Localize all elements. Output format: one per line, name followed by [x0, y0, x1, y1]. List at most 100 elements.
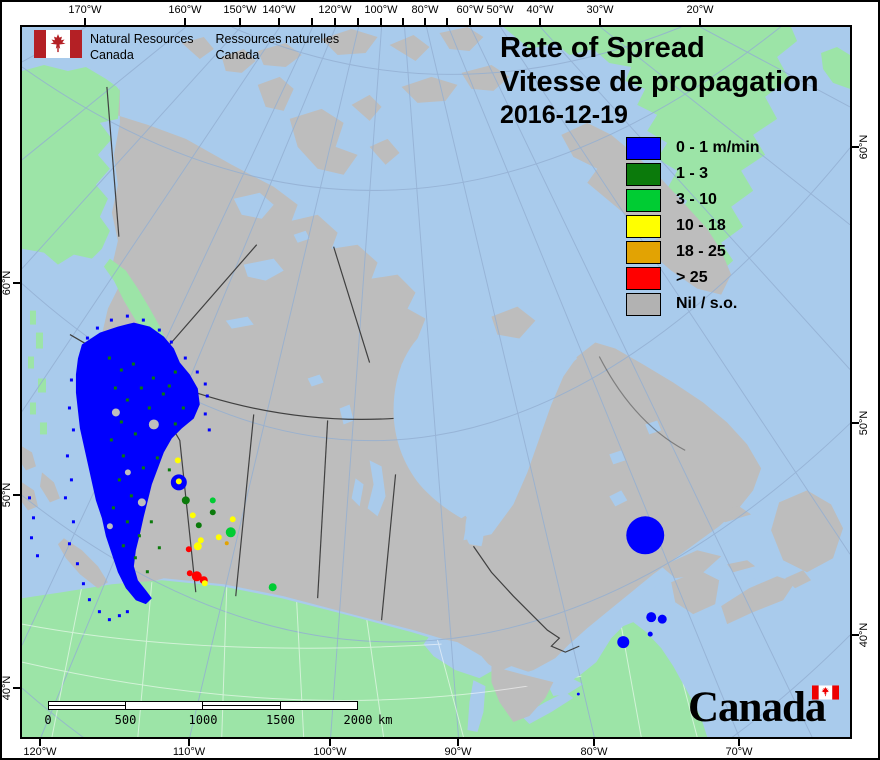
axis-tick	[499, 18, 501, 25]
scale-bar-segments	[48, 701, 358, 710]
prince-edward-island	[727, 560, 756, 573]
axis-tick	[852, 634, 859, 636]
greenland	[503, 27, 798, 279]
axis-tick	[13, 282, 20, 284]
legend-swatch	[626, 240, 661, 264]
fire-texture	[27, 314, 211, 622]
new-brunswick	[671, 570, 720, 615]
axis-label-top: 100°W	[364, 4, 398, 16]
axis-label-top: 150°W	[223, 4, 257, 16]
quebec-labrador-border	[598, 356, 686, 451]
legend-item: 18 - 25	[626, 240, 760, 264]
axis-tick	[852, 146, 859, 148]
axis-label-right: 40°N	[858, 622, 870, 648]
gulf-st-lawrence	[717, 496, 778, 581]
legend-label: 3 - 10	[676, 191, 717, 208]
logo-text-en: Natural Resources Canada	[90, 31, 194, 63]
axis-tick	[699, 18, 701, 25]
map-geography	[22, 27, 850, 737]
legend-swatch	[626, 266, 661, 290]
nova-scotia	[721, 576, 796, 625]
axis-label-bottom: 90°W	[444, 746, 472, 758]
logo-en-line2: Canada	[90, 48, 134, 62]
axis-label-top: 30°W	[586, 4, 614, 16]
title-date: 2016-12-19	[500, 101, 628, 129]
axis-tick	[469, 18, 471, 25]
map-canvas: Natural Resources Canada Ressources natu…	[20, 25, 852, 739]
axis-tick-minor	[402, 18, 404, 25]
sask-manitoba-border	[317, 420, 329, 599]
alberta-sask-border	[235, 414, 255, 597]
axis-tick	[278, 18, 280, 25]
lake-superior	[423, 636, 494, 679]
axis-label-right: 60°N	[858, 134, 870, 160]
foreign-land	[22, 27, 850, 737]
lake-ontario	[549, 678, 584, 697]
axis-tick	[738, 739, 740, 746]
ontario-quebec-border	[472, 545, 580, 653]
canada-mainland	[101, 86, 762, 677]
map-title: Rate of Spread Vitesse de propagation 20…	[500, 31, 819, 131]
axis-label-left: 40°N	[1, 675, 13, 701]
us-state-lines	[22, 582, 698, 737]
lake-erie	[521, 692, 574, 725]
legend-label: 0 - 1 m/min	[676, 139, 760, 156]
axis-label-top: 40°W	[526, 4, 554, 16]
axis-tick	[593, 739, 595, 746]
logo-en-line1: Natural Resources	[90, 32, 194, 46]
axis-label-left: 60°N	[1, 270, 13, 296]
scale-segment	[280, 701, 358, 710]
scale-unit: km	[378, 713, 393, 727]
fire-area-bc	[75, 322, 200, 605]
legend-label: > 25	[676, 269, 708, 286]
axis-label-top: 50°W	[486, 4, 514, 16]
alaska-yukon-border	[106, 86, 120, 237]
axis-tick	[13, 687, 20, 689]
legend-swatch	[626, 162, 661, 186]
legend-item: > 25	[626, 266, 760, 290]
wordmark-flag-icon	[812, 685, 839, 700]
axis-tick	[13, 494, 20, 496]
legend-label: 18 - 25	[676, 243, 726, 260]
legend-label: Nil / s.o.	[676, 295, 738, 312]
lake-winnipeg	[367, 460, 386, 517]
victoria-island	[289, 108, 358, 175]
logo-text-fr: Ressources naturelles Canada	[216, 31, 340, 63]
axis-label-top: 80°W	[411, 4, 439, 16]
axis-tick-minor	[357, 18, 359, 25]
axis-tick	[380, 18, 382, 25]
manitoba-ontario-border	[380, 474, 397, 621]
title-line1: Rate of Spread	[500, 32, 705, 64]
legend-swatch	[626, 292, 661, 316]
canada-wordmark: Canada	[688, 683, 848, 735]
axis-tick	[457, 739, 459, 746]
legend: 0 - 1 m/min 1 - 3 3 - 10 10 - 18 18 - 25 > 25…	[626, 136, 760, 319]
legend-item: 1 - 3	[626, 162, 760, 186]
nrcan-logo: Natural Resources Canada Ressources natu…	[34, 30, 361, 63]
scale-segment	[203, 701, 281, 710]
scale-label: 2000	[343, 713, 373, 727]
axis-label-top: 120°W	[318, 4, 352, 16]
gaspe	[661, 550, 722, 579]
axis-tick	[239, 18, 241, 25]
newfoundland	[771, 490, 844, 573]
southampton-island	[491, 306, 536, 339]
axis-tick	[539, 18, 541, 25]
axis-tick-minor	[446, 18, 448, 25]
southern-ontario	[491, 666, 554, 723]
legend-item: Nil / s.o.	[626, 292, 760, 316]
legend-swatch	[626, 136, 661, 160]
axis-label-bottom: 70°W	[725, 746, 753, 758]
axis-tick	[599, 18, 601, 25]
axis-tick	[188, 739, 190, 746]
fire-points-layer	[170, 457, 667, 696]
legend-label: 1 - 3	[676, 165, 709, 182]
axis-tick	[334, 18, 336, 25]
nwt-nunavut-border	[333, 246, 371, 363]
axis-label-right: 50°N	[858, 410, 870, 436]
axis-label-top: 140°W	[262, 4, 296, 16]
anticosti-island	[711, 506, 752, 523]
axis-label-bottom: 120°W	[23, 746, 57, 758]
legend-item: 10 - 18	[626, 214, 760, 238]
